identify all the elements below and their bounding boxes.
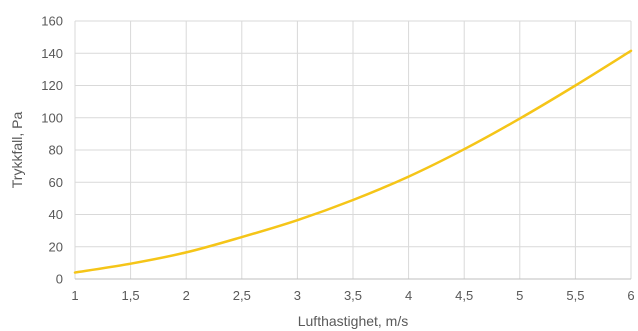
x-tick-label: 4,5 [455, 288, 473, 303]
y-tick-label: 40 [49, 207, 63, 222]
x-axis-title: Lufthastighet, m/s [298, 313, 409, 329]
x-tick-label: 5 [516, 288, 523, 303]
y-tick-label: 80 [49, 143, 63, 158]
x-tick-label: 3 [294, 288, 301, 303]
x-tick-label: 3,5 [344, 288, 362, 303]
x-tick-label: 1 [71, 288, 78, 303]
x-tick-label: 4 [405, 288, 412, 303]
series-layer [73, 49, 633, 274]
y-tick-label: 100 [41, 110, 63, 125]
tick-labels: 0 20 40 60 80 100 120 140 160 1 1,5 2 2,5 3 3,5 4 4,5 5 5,… [41, 14, 634, 304]
y-tick-label: 60 [49, 175, 63, 190]
y-tick-label: 0 [56, 272, 63, 287]
y-tick-label: 140 [41, 46, 63, 61]
series-line [73, 49, 633, 274]
x-tick-label: 5,5 [566, 288, 584, 303]
x-tick-label: 6 [627, 288, 634, 303]
grid [74, 20, 632, 279]
y-tick-label: 160 [41, 14, 63, 29]
y-tick-label: 120 [41, 78, 63, 93]
x-tick-label: 1,5 [122, 288, 140, 303]
y-axis-title: Trykkfall, Pa [9, 112, 25, 189]
x-tick-label: 2,5 [233, 288, 251, 303]
y-tick-label: 20 [49, 239, 63, 254]
x-tick-label: 2 [183, 288, 190, 303]
